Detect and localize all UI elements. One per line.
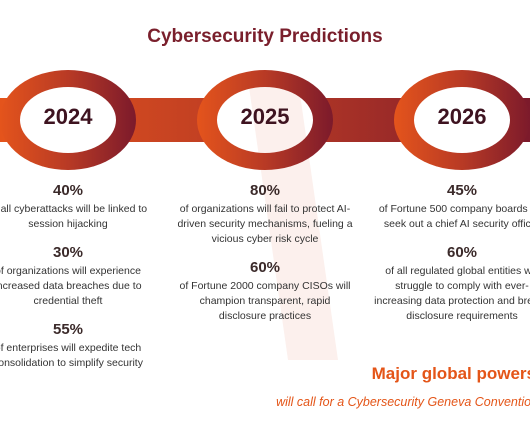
stat-description: of all cyberattacks will be linked to se… <box>0 203 148 230</box>
timeline-band <box>0 68 530 172</box>
stat-percent: 60% <box>249 259 281 276</box>
page-title: Cybersecurity Predictions <box>147 26 383 47</box>
stat-item: 45% of Fortune 500 company boards will s… <box>372 182 530 232</box>
stat-description: of organizations will experience increas… <box>0 265 142 307</box>
stat-item: 55% of enterprises will expedite tech co… <box>0 321 158 371</box>
stat-description: of organizations will fail to protect AI… <box>177 203 353 245</box>
stat-percent: 60% <box>446 244 478 261</box>
year-label-2024: 2024 <box>43 104 93 129</box>
stat-percent: 55% <box>52 321 84 338</box>
stat-item: 40% of all cyberattacks will be linked t… <box>0 182 158 232</box>
stat-percent: 30% <box>52 244 84 261</box>
column-2025: 80% of organizations will fail to protec… <box>175 182 355 336</box>
stat-item: 60% of Fortune 2000 company CISOs will c… <box>175 259 355 324</box>
stat-item: 80% of organizations will fail to protec… <box>175 182 355 247</box>
stat-description: of all regulated global entities will st… <box>374 265 530 322</box>
stat-item: 60% of all regulated global entities wil… <box>372 244 530 324</box>
callout-headline: Major global powers <box>371 364 530 383</box>
stat-item: 30% of organizations will experience inc… <box>0 244 158 309</box>
stat-percent: 40% <box>52 182 84 199</box>
year-label-2025: 2025 <box>240 104 290 129</box>
stat-percent: 80% <box>249 182 281 199</box>
stat-description: of enterprises will expedite tech consol… <box>0 342 143 369</box>
column-2024: 40% of all cyberattacks will be linked t… <box>0 182 158 383</box>
stat-percent: 45% <box>446 182 478 199</box>
stat-description: of Fortune 2000 company CISOs will champ… <box>179 280 351 322</box>
column-2026: 45% of Fortune 500 company boards will s… <box>372 182 530 336</box>
callout-subline: will call for a Cybersecurity Geneva Con… <box>276 395 530 409</box>
stat-description: of Fortune 500 company boards will seek … <box>378 203 530 230</box>
year-label-2026: 2026 <box>437 104 487 129</box>
